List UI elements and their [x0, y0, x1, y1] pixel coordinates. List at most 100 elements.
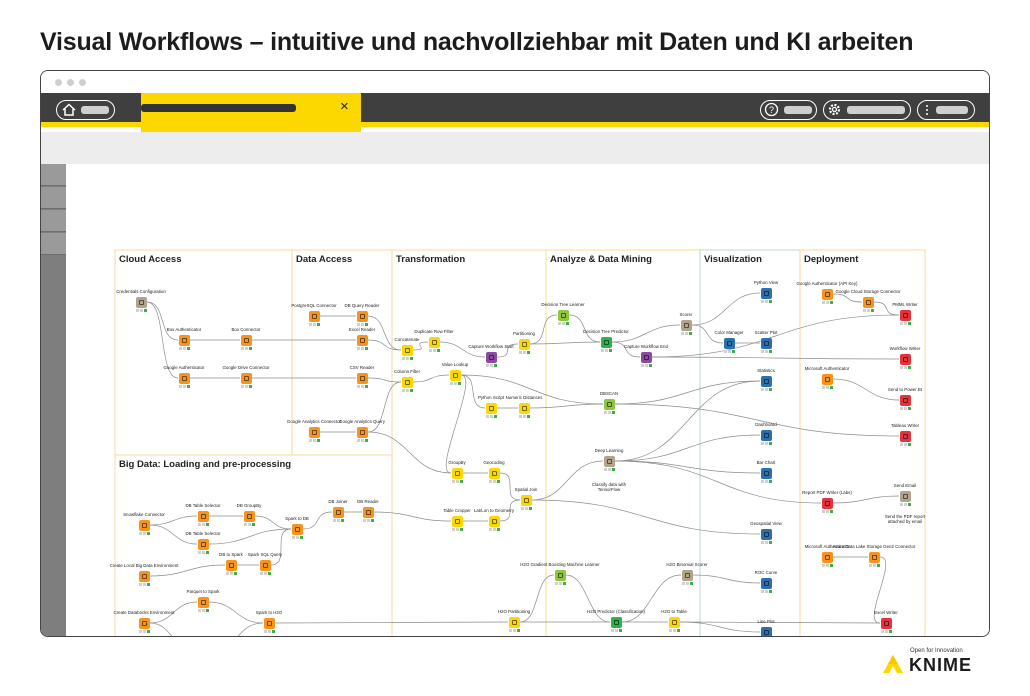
- node-label: Excel Reader: [348, 327, 376, 332]
- menu-button[interactable]: [917, 100, 975, 120]
- node-n39[interactable]: [760, 375, 772, 387]
- node-n46[interactable]: [862, 296, 874, 308]
- node-n14[interactable]: [485, 351, 497, 363]
- node-n56[interactable]: [880, 617, 892, 629]
- node-n21[interactable]: [488, 467, 500, 479]
- node-n43[interactable]: [760, 577, 772, 589]
- node-n26[interactable]: [600, 336, 612, 348]
- node-n11[interactable]: [356, 426, 368, 438]
- node-n2[interactable]: [178, 334, 190, 346]
- node-label: Bar Chart: [756, 460, 776, 465]
- sidebar-tab[interactable]: [41, 210, 66, 232]
- node-n54[interactable]: [821, 551, 833, 563]
- tab-close-icon[interactable]: ×: [340, 98, 349, 115]
- logo-name: KNIME: [909, 655, 972, 675]
- node-n28[interactable]: [680, 319, 692, 331]
- node-n38[interactable]: [760, 337, 772, 349]
- node-n24[interactable]: [488, 515, 500, 527]
- node-n45[interactable]: [821, 288, 833, 300]
- node-n22[interactable]: [520, 494, 532, 506]
- node-n48[interactable]: [899, 353, 911, 365]
- node-n49[interactable]: [821, 373, 833, 385]
- workflow-canvas[interactable]: Cloud Access Data Access Big Data: Loading…: [66, 164, 989, 636]
- node-n67[interactable]: [138, 617, 150, 629]
- node-n12[interactable]: [401, 344, 413, 356]
- node-n32[interactable]: [681, 569, 693, 581]
- node-n29[interactable]: [603, 398, 615, 410]
- node-n7[interactable]: [356, 310, 368, 322]
- node-n8[interactable]: [356, 334, 368, 346]
- node-n1[interactable]: [135, 296, 147, 308]
- connection: [367, 339, 402, 351]
- node-n66[interactable]: [259, 559, 271, 571]
- node-n53[interactable]: [899, 490, 911, 502]
- node-n16[interactable]: [401, 376, 413, 388]
- node-n62[interactable]: [332, 506, 344, 518]
- node-n44[interactable]: [760, 626, 772, 636]
- sidebar-tab[interactable]: [41, 187, 66, 209]
- node-n51[interactable]: [899, 430, 911, 442]
- node-label: Lat/Lon to Geometry: [473, 508, 515, 513]
- node-n31[interactable]: [554, 569, 566, 581]
- node-n5[interactable]: [240, 372, 252, 384]
- node-n60[interactable]: [197, 538, 209, 550]
- node-n18[interactable]: [485, 402, 497, 414]
- connection: [691, 292, 761, 326]
- node-glyph-icon: [200, 599, 206, 605]
- connection: [373, 511, 452, 522]
- sidebar-tab[interactable]: [41, 164, 66, 186]
- node-n63[interactable]: [362, 506, 374, 518]
- node-n25[interactable]: [557, 309, 569, 321]
- node-n6[interactable]: [308, 310, 320, 322]
- node-n33[interactable]: [508, 616, 520, 628]
- node-n20[interactable]: [451, 467, 463, 479]
- node-status-icon: [518, 351, 530, 354]
- node-n57[interactable]: [138, 519, 150, 531]
- connection: [651, 314, 900, 358]
- node-n64[interactable]: [138, 570, 150, 582]
- node-n61[interactable]: [291, 523, 303, 535]
- node-n30[interactable]: [603, 455, 615, 467]
- node-glyph-icon: [603, 339, 609, 345]
- node-n10[interactable]: [308, 426, 320, 438]
- node-n59[interactable]: [243, 510, 255, 522]
- help-button[interactable]: ?: [760, 100, 817, 120]
- sidebar-tab[interactable]: [41, 233, 66, 255]
- node-n40[interactable]: [760, 429, 772, 441]
- node-n3[interactable]: [240, 334, 252, 346]
- node-glyph-icon: [181, 375, 187, 381]
- node-n52[interactable]: [821, 497, 833, 509]
- node-n37[interactable]: [723, 337, 735, 349]
- node-n15[interactable]: [518, 338, 530, 350]
- node-n9[interactable]: [356, 372, 368, 384]
- workflow-tab[interactable]: ×: [141, 93, 361, 132]
- node-n41[interactable]: [760, 467, 772, 479]
- node-status-icon: [356, 347, 368, 350]
- node-n34[interactable]: [610, 616, 622, 628]
- node-n23[interactable]: [451, 515, 463, 527]
- node-n58[interactable]: [197, 510, 209, 522]
- node-status-icon: [760, 590, 772, 593]
- node-n50[interactable]: [899, 394, 911, 406]
- node-label: Report PDF Writer (Labs): [802, 490, 852, 495]
- node-n35[interactable]: [668, 616, 680, 628]
- node-n65[interactable]: [225, 559, 237, 571]
- node-n68[interactable]: [197, 596, 209, 608]
- connection: [149, 601, 198, 624]
- node-n36[interactable]: [760, 287, 772, 299]
- node-n69[interactable]: [263, 617, 275, 629]
- home-button[interactable]: [56, 100, 115, 120]
- node-n4[interactable]: [178, 372, 190, 384]
- node-n55[interactable]: [868, 551, 880, 563]
- node-n47[interactable]: [899, 309, 911, 321]
- node-n27[interactable]: [640, 351, 652, 363]
- preferences-button[interactable]: [823, 100, 911, 120]
- node-n19[interactable]: [518, 402, 530, 414]
- node-n42[interactable]: [760, 528, 772, 540]
- node-label: Geocoding: [483, 460, 505, 465]
- node-status-icon: [760, 442, 772, 445]
- connection: [529, 403, 604, 409]
- node-n17[interactable]: [449, 369, 461, 381]
- node-n13[interactable]: [428, 336, 440, 348]
- connection: [149, 622, 173, 636]
